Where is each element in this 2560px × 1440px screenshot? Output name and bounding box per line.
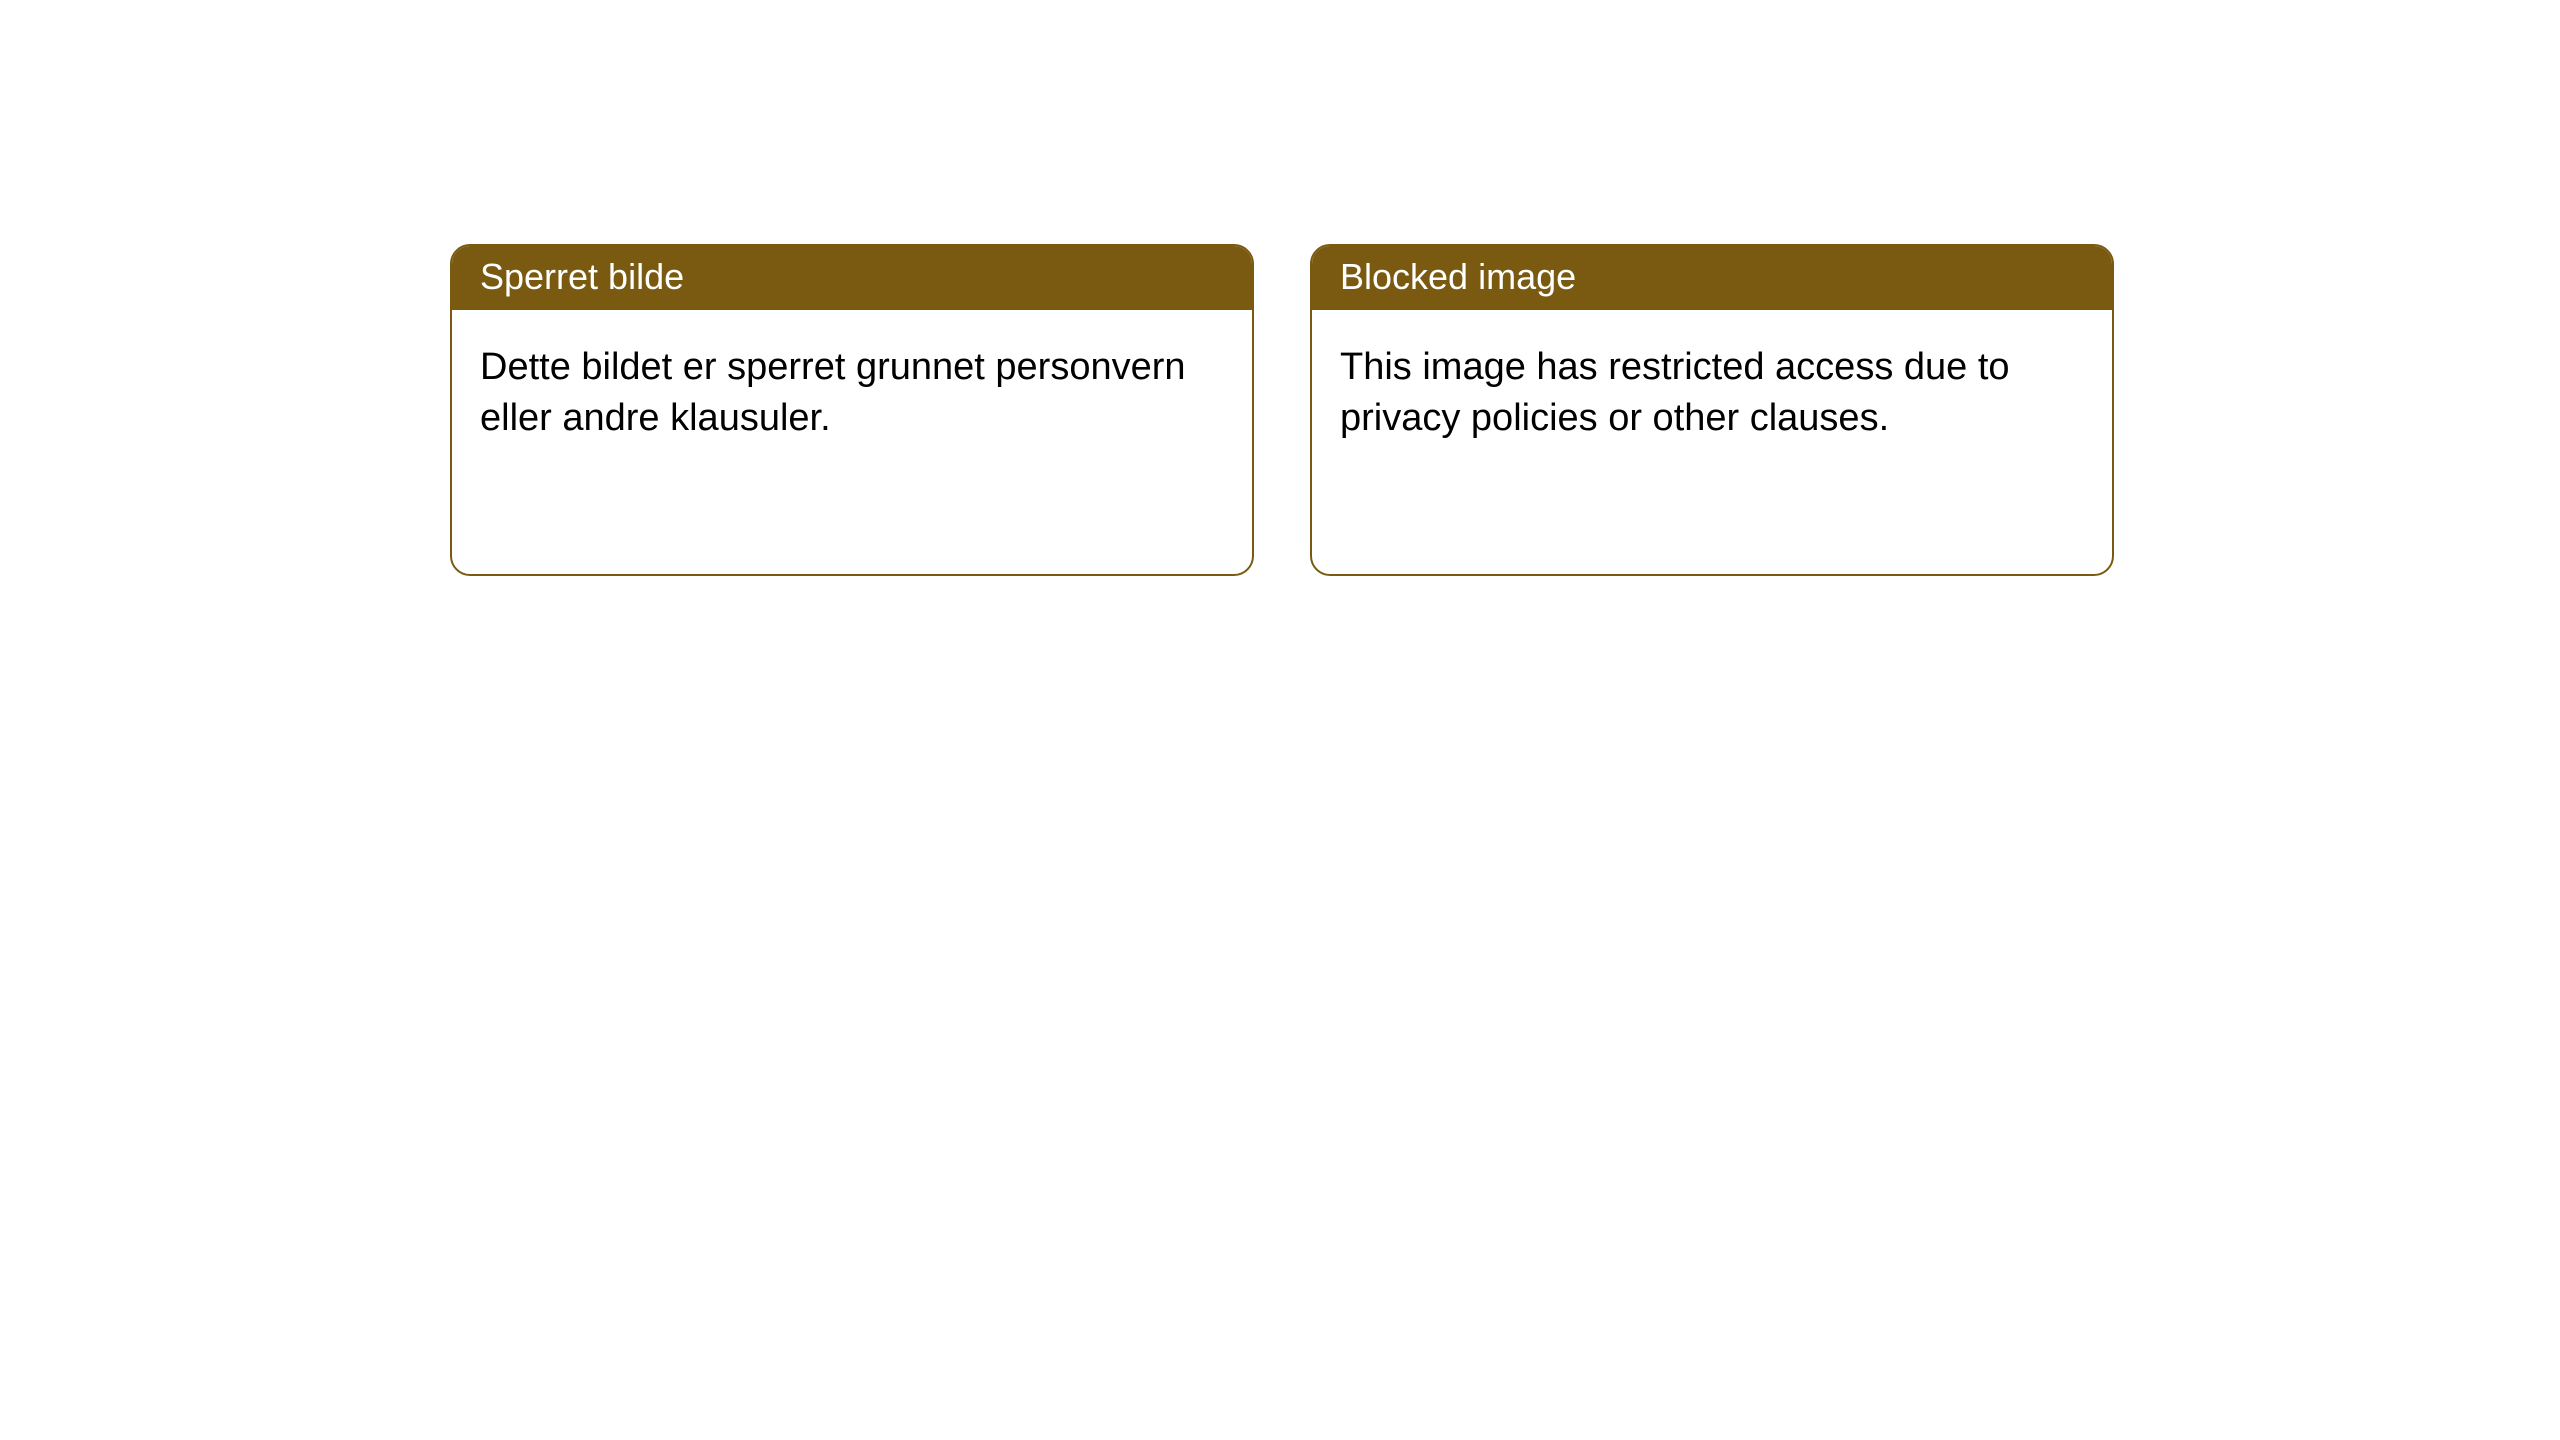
card-body: Dette bildet er sperret grunnet personve…: [452, 310, 1252, 477]
notice-container: Sperret bilde Dette bildet er sperret gr…: [0, 0, 2560, 576]
card-header: Blocked image: [1312, 246, 2112, 310]
card-message: Dette bildet er sperret grunnet personve…: [480, 346, 1186, 439]
card-title: Sperret bilde: [480, 256, 684, 297]
notice-card-norwegian: Sperret bilde Dette bildet er sperret gr…: [450, 244, 1254, 576]
card-title: Blocked image: [1340, 256, 1576, 297]
card-message: This image has restricted access due to …: [1340, 346, 2010, 439]
notice-card-english: Blocked image This image has restricted …: [1310, 244, 2114, 576]
card-header: Sperret bilde: [452, 246, 1252, 310]
card-body: This image has restricted access due to …: [1312, 310, 2112, 477]
